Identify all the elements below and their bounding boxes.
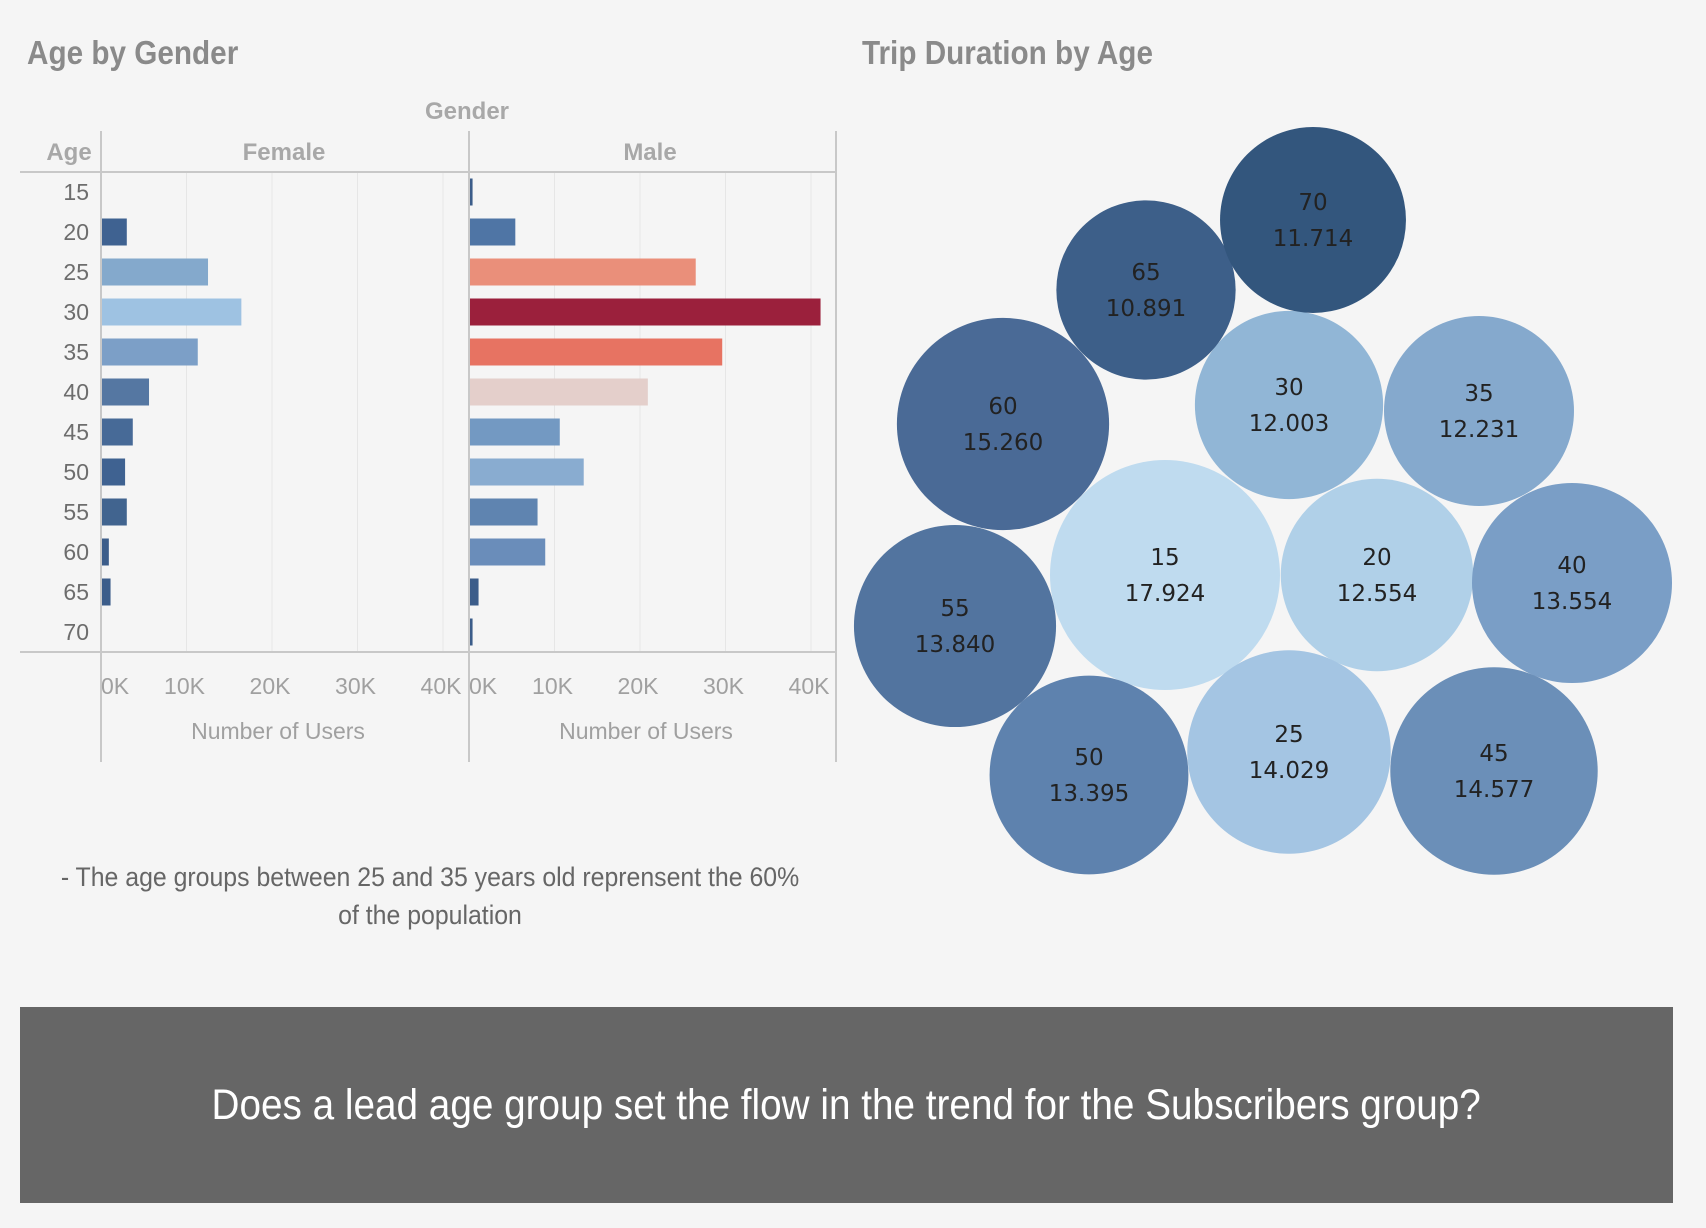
bar-female-30: [102, 298, 242, 326]
bubble-65: [1056, 200, 1236, 380]
bubble-value-label-55: 13.840: [915, 632, 995, 658]
bar-male-30: [470, 298, 821, 326]
bar-male-60: [470, 538, 546, 566]
bar-male-50: [470, 458, 584, 486]
bubble-value-label-70: 11.714: [1273, 226, 1353, 252]
trip-duration-bubble-chart: 15 17.924 20 12.554 25 14.029 30 12.003 35 12.231…: [853, 127, 1673, 875]
bar-male-35: [470, 338, 723, 366]
bubble-25: [1187, 650, 1391, 854]
bar-female-20: [102, 218, 127, 246]
bar-female-65: [102, 578, 111, 606]
age-label-60: 60: [63, 539, 89, 565]
x-axis-label-male: Number of Users: [559, 718, 733, 744]
question-banner-text: Does a lead age group set the flow in th…: [211, 1080, 1482, 1129]
facet-label-male: Male: [623, 139, 676, 166]
age-label-65: 65: [63, 579, 89, 605]
bar-female-55: [102, 498, 127, 526]
question-banner: Does a lead age group set the flow in th…: [20, 1007, 1673, 1203]
bar-marks: [102, 178, 821, 646]
bubble-value-label-50: 13.395: [1049, 781, 1129, 807]
age-label-35: 35: [63, 339, 89, 365]
bar-frame: [20, 131, 837, 762]
bubble-value-label-65: 10.891: [1106, 296, 1186, 322]
bubble-30: [1194, 310, 1384, 500]
x-tick-female-2: 20K: [250, 673, 292, 699]
age-label-15: 15: [63, 179, 89, 205]
bubble-55: [853, 524, 1057, 728]
age-label-45: 45: [63, 419, 89, 445]
x-tick-female-1: 10K: [164, 673, 206, 699]
bar-female-40: [102, 378, 150, 406]
bar-female-45: [102, 418, 133, 446]
bubble-marks: 15 17.924 20 12.554 25 14.029 30 12.003 35 12.231…: [853, 127, 1673, 875]
bar-female-60: [102, 538, 109, 566]
bar-female-35: [102, 338, 198, 366]
x-tick-male-0: 0K: [469, 673, 498, 699]
bubble-50: [989, 675, 1189, 875]
bubble-age-label-15: 15: [1150, 545, 1179, 571]
age-label-40: 40: [63, 379, 89, 405]
x-tick-male-4: 40K: [789, 673, 831, 699]
bubble-70: [1220, 127, 1406, 313]
bar-female-25: [102, 258, 209, 286]
bar-male-45: [470, 418, 560, 446]
bar-grid: [186, 172, 812, 652]
facet-header-gender: Gender: [425, 98, 509, 125]
bar-female-50: [102, 458, 126, 486]
x-tick-female-3: 30K: [335, 673, 377, 699]
age-category-labels: 15 20 25 30 35 40 45 50 55 60 65 70: [63, 179, 89, 645]
chart-title-trip-duration: Trip Duration by Age: [862, 34, 1153, 71]
chart-title-age-by-gender: Age by Gender: [27, 34, 239, 71]
x-axis-ticks: 0K 10K 20K 30K 40K 0K 10K 20K 30K 40K: [101, 673, 830, 699]
age-label-50: 50: [63, 459, 89, 485]
bubble-age-label-65: 65: [1131, 260, 1160, 286]
bubble-value-label-45: 14.577: [1454, 777, 1534, 803]
age-label-20: 20: [63, 219, 89, 245]
bubble-35: [1384, 316, 1574, 506]
bar-male-25: [470, 258, 696, 286]
x-tick-male-1: 10K: [532, 673, 574, 699]
age-label-30: 30: [63, 299, 89, 325]
category-header-age: Age: [46, 139, 91, 166]
bubble-age-label-70: 70: [1298, 190, 1327, 216]
x-axis-label-female: Number of Users: [191, 718, 365, 744]
facet-label-female: Female: [243, 139, 326, 166]
bubble-age-label-35: 35: [1464, 381, 1493, 407]
bubble-age-label-45: 45: [1479, 741, 1508, 767]
bubble-value-label-35: 12.231: [1439, 417, 1519, 443]
bubble-value-label-20: 12.554: [1337, 581, 1417, 607]
bar-male-40: [470, 378, 648, 406]
age-by-gender-chart: Gender Age Female Male Number of Users N…: [20, 98, 837, 762]
bubble-age-label-30: 30: [1274, 375, 1303, 401]
bubble-60: [896, 317, 1110, 531]
bubble-value-label-15: 17.924: [1125, 581, 1205, 607]
x-tick-male-3: 30K: [703, 673, 745, 699]
bubble-40: [1471, 482, 1673, 684]
x-tick-female-0: 0K: [101, 673, 130, 699]
bubble-15: [1050, 460, 1280, 690]
bubble-value-label-40: 13.554: [1532, 589, 1612, 615]
bubble-value-label-30: 12.003: [1249, 411, 1329, 437]
bar-male-55: [470, 498, 538, 526]
bar-male-20: [470, 218, 516, 246]
bubble-45: [1390, 667, 1598, 875]
bubble-age-label-20: 20: [1362, 545, 1391, 571]
bubble-age-label-60: 60: [988, 394, 1017, 420]
age-label-70: 70: [63, 619, 89, 645]
bubble-age-label-55: 55: [940, 596, 969, 622]
bubble-age-label-25: 25: [1274, 722, 1303, 748]
age-label-25: 25: [63, 259, 89, 285]
bar-male-70: [470, 618, 473, 646]
age-label-55: 55: [63, 499, 89, 525]
x-tick-female-4: 40K: [421, 673, 463, 699]
insight-note: - The age groups between 25 and 35 years…: [60, 862, 800, 930]
bubble-age-label-40: 40: [1557, 553, 1586, 579]
bar-male-65: [470, 578, 479, 606]
bubble-value-label-60: 15.260: [963, 430, 1043, 456]
x-tick-male-2: 20K: [618, 673, 660, 699]
bubble-20: [1280, 478, 1474, 672]
bubble-age-label-50: 50: [1074, 745, 1103, 771]
bubble-value-label-25: 14.029: [1249, 758, 1329, 784]
bar-male-15: [470, 178, 473, 206]
